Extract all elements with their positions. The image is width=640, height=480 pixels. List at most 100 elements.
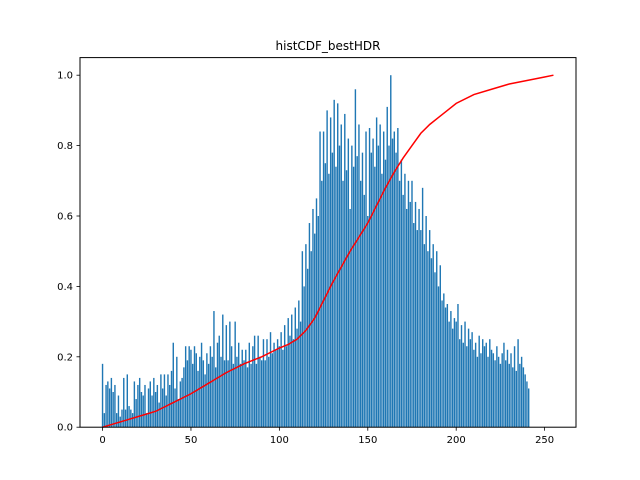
histogram-bar (121, 409, 123, 428)
histogram-bar (492, 353, 495, 428)
histogram-bar (425, 216, 427, 428)
histogram-bar (299, 321, 302, 428)
histogram-bar (374, 166, 376, 428)
histogram-bar (107, 381, 109, 428)
cdf-line-series (102, 74, 554, 428)
histogram-bar (368, 128, 371, 428)
histogram-bar (335, 166, 337, 428)
histogram-bar (138, 377, 141, 428)
x-tick-label: 150 (358, 435, 377, 446)
histogram-bar (448, 321, 450, 428)
histogram-bar (455, 321, 457, 428)
histogram-bar (453, 318, 456, 428)
y-tick-label: 0.6 (57, 212, 73, 223)
histogram-bar (232, 363, 235, 428)
histogram-bar (181, 377, 183, 428)
histogram-bar (404, 173, 406, 428)
histogram-bar (324, 163, 327, 428)
histogram-bar (305, 244, 307, 428)
histogram-bar (282, 349, 284, 428)
histogram-bar (487, 356, 489, 428)
histogram-bar (154, 392, 157, 428)
y-tick-label: 0.2 (57, 352, 73, 363)
histogram-bar (496, 346, 498, 428)
histogram-bar (508, 363, 510, 428)
histogram-bar (349, 208, 351, 428)
histogram-bar (494, 360, 496, 428)
histogram-bar (253, 335, 256, 428)
histogram-bar (483, 346, 486, 428)
histogram-bar (485, 342, 487, 428)
histogram-bar (115, 413, 118, 428)
histogram-bar (197, 370, 199, 428)
histogram-bar (526, 381, 528, 428)
histogram-bar (450, 311, 452, 428)
histogram-bar (131, 413, 134, 428)
histogram-bar (222, 314, 224, 428)
histogram-bar (351, 145, 353, 428)
histogram-bar (108, 388, 111, 428)
histogram-bar (379, 124, 381, 428)
histogram-bar (207, 363, 210, 428)
histogram-bar (347, 138, 350, 428)
chart-title: histCDF_bestHDR (276, 39, 381, 53)
histogram-bar (326, 110, 328, 428)
histogram-bar (296, 328, 298, 428)
histogram-bar (179, 381, 182, 428)
histogram-bar (446, 304, 449, 428)
histogram-bar (398, 180, 401, 428)
histogram-bar (386, 106, 388, 428)
histogram-bar (243, 360, 245, 428)
histogram-bar (271, 353, 273, 428)
histogram-bar (505, 360, 507, 428)
histogram-bar (259, 356, 261, 428)
histogram-bar (142, 395, 144, 428)
histogram-bar (163, 374, 166, 428)
histogram-bar (151, 395, 153, 428)
histogram-bar (101, 363, 104, 428)
histogram-bar (395, 152, 397, 428)
histogram-bar (416, 230, 418, 428)
histogram-bar (215, 367, 217, 428)
histogram-bar (266, 339, 268, 428)
histogram-bar (287, 318, 289, 428)
histogram-bar (515, 370, 518, 428)
histogram-bar (229, 321, 231, 428)
histogram-bar (199, 356, 201, 428)
histogram-bar (294, 307, 296, 428)
histogram-bar (333, 99, 335, 428)
histogram-bar (298, 300, 300, 428)
histogram-bar (211, 356, 213, 428)
histogram-bar (236, 356, 238, 428)
histogram-bar (144, 384, 146, 428)
histogram-bar (342, 180, 344, 428)
histogram-bar (177, 399, 180, 428)
histogram-bar (512, 367, 514, 428)
histogram-bar (400, 159, 403, 428)
histogram-bar (301, 251, 304, 428)
x-tick-label: 50 (185, 435, 198, 446)
histogram-bar (234, 321, 236, 428)
histogram-bar (361, 152, 364, 428)
histogram-bar (306, 268, 309, 428)
histogram-bar (474, 342, 477, 428)
histogram-bar (317, 216, 319, 428)
histogram-bar (375, 117, 378, 428)
histogram-bar (522, 367, 525, 428)
histogram-bar (466, 346, 468, 428)
histogram-bar (105, 384, 107, 428)
histogram-bar (128, 406, 130, 428)
histogram-bar (257, 335, 259, 428)
histogram-bar (344, 113, 346, 428)
plot-area-frame (79, 57, 577, 428)
histogram-bar (280, 332, 282, 428)
histogram-bar (352, 166, 355, 428)
histogram-bar (367, 216, 369, 428)
histogram-bar (225, 325, 228, 428)
histogram-bar (246, 367, 249, 428)
histogram-bar (354, 89, 357, 428)
histogram-bar (384, 159, 387, 428)
histogram-bar (133, 381, 136, 428)
histogram-bar (322, 131, 325, 428)
